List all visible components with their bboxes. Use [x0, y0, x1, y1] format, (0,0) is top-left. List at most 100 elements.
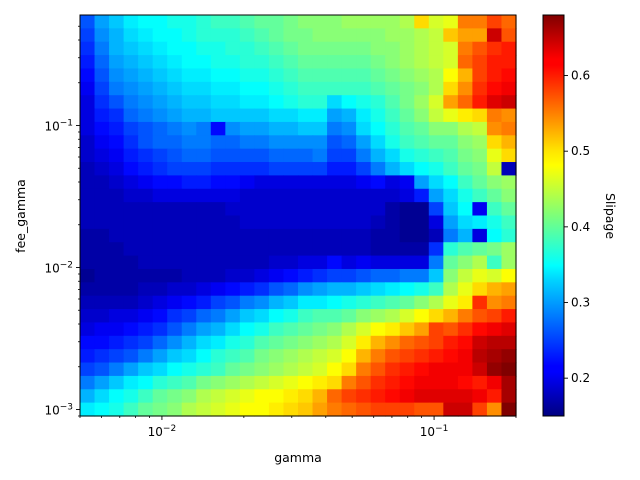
heatmap-cell — [196, 202, 212, 217]
heatmap-cell — [181, 362, 197, 377]
heatmap-cell — [254, 215, 270, 230]
heatmap-cell — [472, 389, 488, 404]
heatmap-cell — [356, 121, 372, 136]
heatmap-cell — [225, 121, 241, 136]
heatmap-cell — [225, 375, 241, 390]
heatmap-cell — [428, 322, 444, 337]
heatmap-cell — [356, 228, 372, 243]
heatmap-cell — [254, 375, 270, 390]
heatmap-cell — [414, 188, 430, 203]
heatmap-cell — [152, 175, 168, 190]
heatmap-cell — [254, 162, 270, 176]
heatmap-cell — [428, 362, 444, 377]
heatmap-cell — [443, 41, 459, 56]
heatmap-cell — [152, 81, 168, 96]
heatmap-cell — [399, 121, 415, 136]
heatmap-cell — [341, 108, 357, 123]
heatmap-cell — [210, 255, 226, 270]
heatmap-cells — [80, 15, 517, 417]
heatmap-cell — [501, 322, 517, 337]
heatmap-cell — [138, 402, 154, 417]
heatmap-cell — [341, 322, 357, 337]
heatmap-cell — [327, 41, 343, 56]
heatmap-cell — [239, 309, 255, 324]
heatmap-cell — [109, 108, 125, 123]
heatmap-cell — [298, 402, 314, 417]
heatmap-cell — [428, 135, 444, 150]
heatmap-cell — [312, 242, 328, 257]
heatmap-cell — [181, 282, 197, 297]
heatmap-cell — [239, 202, 255, 217]
heatmap-cell — [181, 202, 197, 217]
heatmap-cell — [457, 242, 473, 257]
heatmap-cell — [370, 15, 386, 29]
heatmap-cell — [254, 349, 270, 364]
heatmap-cell — [210, 108, 226, 123]
heatmap-cell — [501, 295, 517, 310]
heatmap-cell — [239, 389, 255, 404]
heatmap-cell — [472, 41, 488, 56]
heatmap-cell — [298, 188, 314, 203]
heatmap-cell — [210, 228, 226, 243]
heatmap-cell — [385, 282, 401, 297]
heatmap-cell — [370, 268, 386, 283]
heatmap-cell — [486, 322, 503, 337]
heatmap-cell — [399, 389, 415, 404]
heatmap-cell — [181, 95, 197, 110]
heatmap-cell — [109, 215, 125, 230]
heatmap-cell — [356, 242, 372, 257]
heatmap-cell — [443, 55, 459, 70]
heatmap-cell — [428, 175, 444, 190]
heatmap-cell — [109, 402, 125, 417]
heatmap-cell — [428, 228, 444, 243]
heatmap-cell — [341, 242, 357, 257]
heatmap-cell — [181, 389, 197, 404]
heatmap-cell — [123, 162, 139, 176]
heatmap-cell — [327, 55, 343, 70]
heatmap-cell — [298, 215, 314, 230]
heatmap-cell — [312, 402, 328, 417]
heatmap-cell — [428, 335, 444, 350]
heatmap-cell — [356, 255, 372, 270]
heatmap-cell — [399, 228, 415, 243]
heatmap-cell — [370, 402, 386, 417]
heatmap-cell — [312, 349, 328, 364]
heatmap-cell — [225, 295, 241, 310]
heatmap-cell — [283, 335, 299, 350]
heatmap-cell — [399, 148, 415, 163]
heatmap-cell — [225, 322, 241, 337]
heatmap-cell — [298, 362, 314, 377]
heatmap-cell — [268, 282, 285, 297]
heatmap-cell — [181, 188, 197, 203]
heatmap-cell — [268, 402, 285, 417]
heatmap-cell — [225, 55, 241, 70]
heatmap-cell — [298, 322, 314, 337]
heatmap-cell — [123, 188, 139, 203]
heatmap-cell — [181, 68, 197, 83]
heatmap-cell — [327, 255, 343, 270]
heatmap-cell — [356, 389, 372, 404]
heatmap-cell — [109, 282, 125, 297]
heatmap-cell — [414, 135, 430, 150]
heatmap-cell — [225, 335, 241, 350]
heatmap-cell — [152, 28, 168, 43]
heatmap-cell — [312, 335, 328, 350]
heatmap-cell — [312, 108, 328, 123]
heatmap-cell — [254, 309, 270, 324]
heatmap-cell — [486, 41, 503, 56]
heatmap-cell — [152, 255, 168, 270]
heatmap-cell — [138, 228, 154, 243]
heatmap-cell — [138, 108, 154, 123]
heatmap-cell — [298, 81, 314, 96]
heatmap-cell — [486, 309, 503, 324]
heatmap-cell — [356, 175, 372, 190]
heatmap-cell — [486, 188, 503, 203]
heatmap-cell — [152, 375, 168, 390]
heatmap-cell — [457, 28, 473, 43]
heatmap-cell — [370, 242, 386, 257]
heatmap-cell — [109, 295, 125, 310]
heatmap-cell — [312, 268, 328, 283]
heatmap-cell — [239, 41, 255, 56]
heatmap-cell — [210, 349, 226, 364]
heatmap-cell — [356, 188, 372, 203]
